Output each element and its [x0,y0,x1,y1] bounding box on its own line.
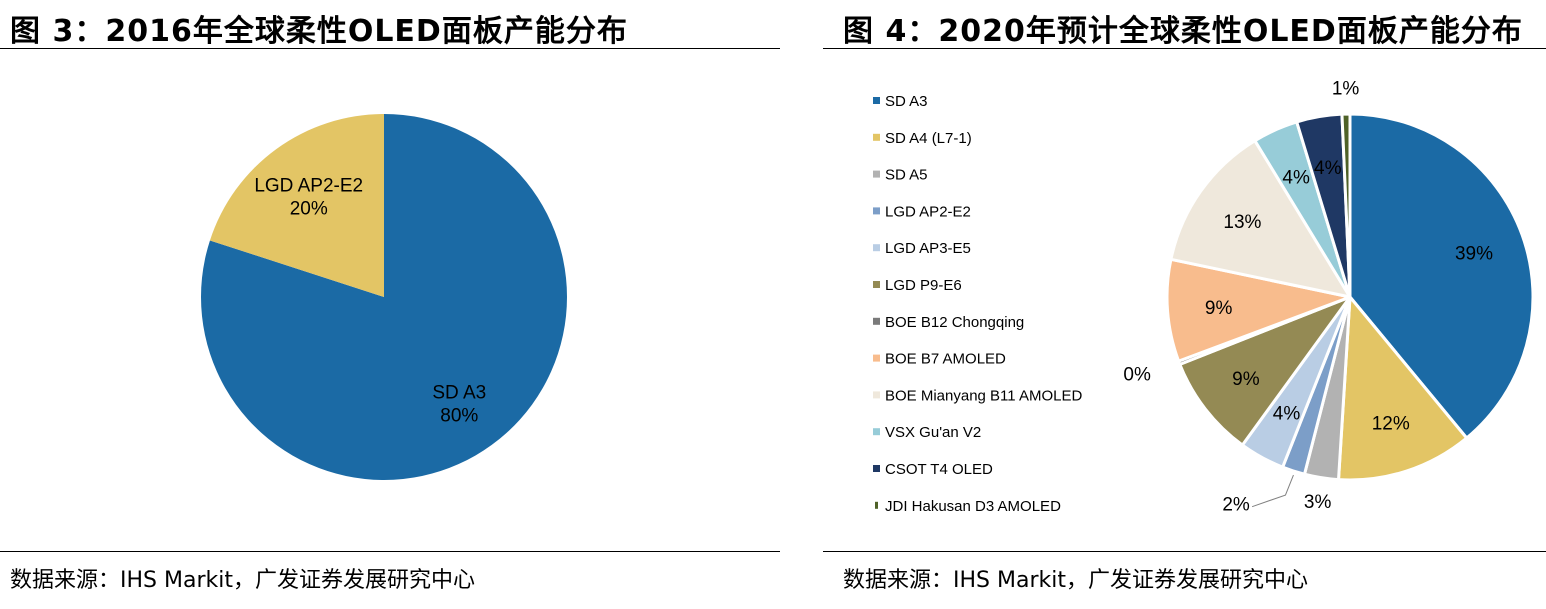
legend-swatch-jdi-hakusan-d3-amoled [875,501,878,509]
top-rule [823,48,1546,49]
slice-value-label: 13% [1223,212,1261,233]
figure-3-panel: 图 3：2016年全球柔性OLED面板产能分布 SD A3 80% LGD AP2-… [0,14,780,593]
pie-slice-sd-a3 [1348,112,1535,440]
legend-swatch-csot-t4-oled [873,465,880,472]
legend-swatch-sd-a5 [873,170,880,178]
legend-label-boe-b12-chongqing: BOE B12 Chongqing [885,314,1024,331]
pie-slice-jdi-hakusan-d3-amoled [1340,112,1352,299]
slice-value-label: 4% [1314,158,1342,179]
legend-swatch-lgd-p9-e6 [873,281,880,288]
slice-value-label: 1% [1332,79,1360,100]
legend-swatch-sd-a4-l7-1 [873,133,880,141]
slice-value-label: 39% [1455,243,1493,264]
legend-swatch-vsx-gu-an-v2 [873,428,880,436]
legend-label-csot-t4-oled: CSOT T4 OLED [885,461,993,478]
slice-value-label: 9% [1205,298,1233,319]
slice-value-label: 4% [1282,168,1310,189]
legend-label-lgd-ap3-e5: LGD AP3-E5 [885,240,971,257]
figure-3-source: 数据来源：IHS Markit，广发证券发展研究中心 [10,568,475,593]
slice-value-label: 4% [1273,403,1301,424]
figure-4-panel: 图 4：2020年预计全球柔性OLED面板产能分布 39% 12% 3% 2% 4% 9%… [823,0,1546,609]
legend-label-lgd-ap2-e2: LGD AP2-E2 [885,203,971,220]
legend-label-jdi-hakusan-d3-amoled: JDI Hakusan D3 AMOLED [885,498,1061,515]
slice-value-label: 3% [1304,492,1332,513]
legend-swatch-boe-b7-amoled [873,354,880,362]
legend-swatch-lgd-ap3-e5 [873,244,880,252]
slice-value-label: 20% [290,198,328,219]
legend-label-lgd-p9-e6: LGD P9-E6 [885,277,962,294]
legend-label-vsx-gu-an-v2: VSX Gu'an V2 [885,424,981,441]
figure-3-title: 图 3：2016年全球柔性OLED面板产能分布 [10,14,628,49]
legend-label-sd-a3: SD A3 [885,93,928,110]
pie-slice-lgd-p9-e6 [1178,295,1352,447]
legend-swatch-lgd-ap2-e2 [873,207,880,215]
leader-line [1251,474,1294,508]
pie-slice-lgd-ap2-e2 [209,113,384,297]
figure-4-title: 图 4：2020年预计全球柔性OLED面板产能分布 [843,14,1523,49]
legend-swatch-boe-b12-chongqing [873,317,880,325]
pie-slice-boe-mianyang-b11-amoled [1169,139,1352,299]
slice-value-label: 12% [1372,413,1410,434]
slice-value-label: 0% [1123,364,1151,385]
pie-slice-boe-b7-amoled [1165,257,1352,363]
legend-swatch-boe-mianyang-b11-amoled [873,391,880,399]
legend-label-sd-a4-l7-1: SD A4 (L7-1) [885,130,972,147]
slice-name-label: LGD AP2-E2 [254,175,363,196]
slice-value-label: 2% [1222,495,1250,516]
slice-value-label: 80% [440,406,478,427]
pie-slice-sd-a4-l7-1 [1337,295,1469,482]
bottom-rule [0,551,780,552]
bottom-rule [823,551,1546,552]
figure-4-source: 数据来源：IHS Markit，广发证券发展研究中心 [843,568,1308,593]
legend-label-boe-mianyang-b11-amoled: BOE Mianyang B11 AMOLED [885,387,1082,404]
top-rule [0,48,780,49]
slice-name-label: SD A3 [432,383,486,404]
legend-label-boe-b7-amoled: BOE B7 AMOLED [885,351,1006,368]
legend-swatch-sd-a3 [873,97,880,104]
slice-value-label: 9% [1232,369,1260,390]
legend-label-sd-a5: SD A5 [885,167,928,184]
